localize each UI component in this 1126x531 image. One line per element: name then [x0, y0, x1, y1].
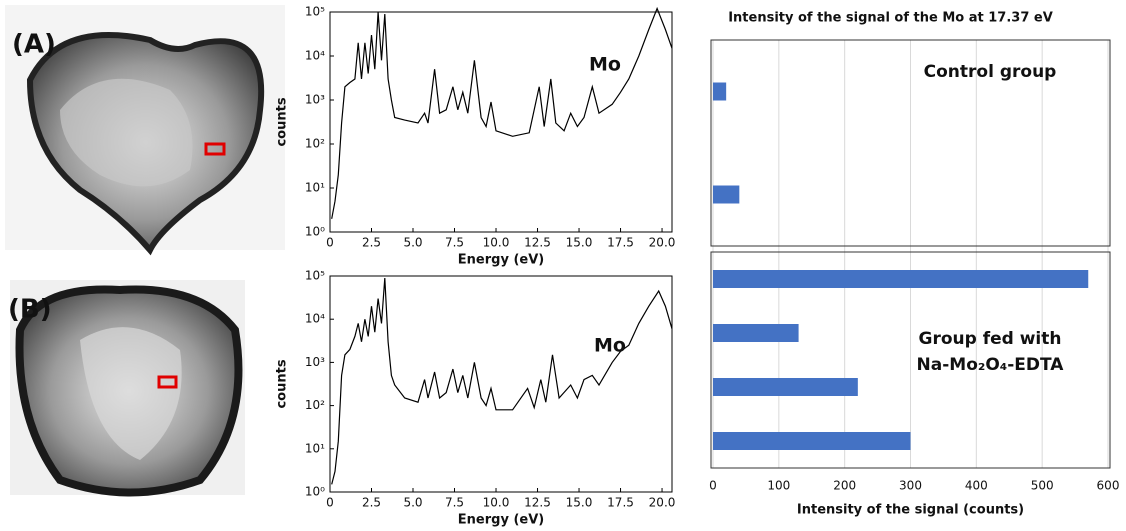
- panel-label: (A): [12, 30, 56, 60]
- y-tick-label: 10³: [305, 355, 325, 369]
- x-tick-label: 20.0: [649, 496, 676, 510]
- x-tick-label: 12.5: [524, 236, 551, 250]
- y-tick-label: 10⁰: [305, 225, 325, 239]
- x-tick-label: 15.0: [566, 236, 593, 250]
- panel-frame: [710, 39, 1111, 247]
- x-tick-label: 0: [326, 496, 334, 510]
- bar: [713, 378, 858, 396]
- x-tick-label: 5.0: [403, 496, 422, 510]
- plot-frame: [329, 275, 673, 493]
- y-tick-label: 10⁴: [305, 49, 325, 63]
- micrograph-a: [5, 5, 285, 256]
- y-tick-label: 10⁵: [305, 5, 325, 19]
- x-tick-label: 500: [1031, 479, 1054, 493]
- spectrum-line: [331, 6, 673, 219]
- y-axis-label: counts: [275, 97, 290, 146]
- group-annotation: Na-Mo₂O₄-EDTA: [917, 355, 1065, 375]
- spectrum-line: [331, 277, 673, 485]
- x-tick-label: 7.5: [445, 496, 464, 510]
- x-tick-label: 12.5: [524, 496, 551, 510]
- x-tick-label: 0: [709, 479, 717, 493]
- y-tick-label: 10⁴: [305, 312, 325, 326]
- plot-frame: [329, 11, 673, 233]
- chart-title: Intensity of the signal of the Mo at 17.…: [728, 11, 1053, 26]
- bar: [713, 185, 740, 204]
- panel-label: (B): [8, 295, 52, 325]
- x-tick-label: 300: [899, 479, 922, 493]
- y-tick-label: 10³: [305, 93, 325, 107]
- x-tick-label: 400: [965, 479, 988, 493]
- x-tick-label: 17.5: [607, 496, 634, 510]
- x-tick-label: 2.5: [362, 236, 381, 250]
- x-tick-label: 15.0: [566, 496, 593, 510]
- x-tick-label: 17.5: [607, 236, 634, 250]
- group-annotation: Control group: [924, 62, 1057, 82]
- x-tick-label: 10.0: [483, 236, 510, 250]
- x-axis-label: Energy (eV): [458, 253, 544, 268]
- y-axis-label: counts: [275, 359, 290, 408]
- x-tick-label: 100: [767, 479, 790, 493]
- bar: [713, 270, 1089, 288]
- y-tick-label: 10²: [305, 398, 325, 412]
- annotation: Mo: [589, 54, 621, 76]
- x-tick-label: 0: [326, 236, 334, 250]
- bar: [713, 324, 799, 342]
- x-tick-label: 2.5: [362, 496, 381, 510]
- micrograph-b: [10, 280, 245, 497]
- bar: [713, 82, 727, 101]
- y-tick-label: 10²: [305, 137, 325, 151]
- y-tick-label: 10¹: [305, 441, 325, 455]
- x-tick-label: 20.0: [649, 236, 676, 250]
- x-axis-label: Intensity of the signal (counts): [797, 503, 1024, 518]
- y-tick-label: 10⁰: [305, 485, 325, 499]
- x-tick-label: 5.0: [403, 236, 422, 250]
- x-tick-label: 200: [833, 479, 856, 493]
- group-annotation: Group fed with: [919, 329, 1062, 349]
- x-tick-label: 7.5: [445, 236, 464, 250]
- bar: [713, 432, 911, 450]
- y-tick-label: 10⁵: [305, 269, 325, 283]
- y-tick-label: 10¹: [305, 181, 325, 195]
- annotation: Mo: [594, 335, 626, 357]
- x-tick-label: 600: [1097, 479, 1120, 493]
- x-tick-label: 10.0: [483, 496, 510, 510]
- x-axis-label: Energy (eV): [458, 513, 544, 528]
